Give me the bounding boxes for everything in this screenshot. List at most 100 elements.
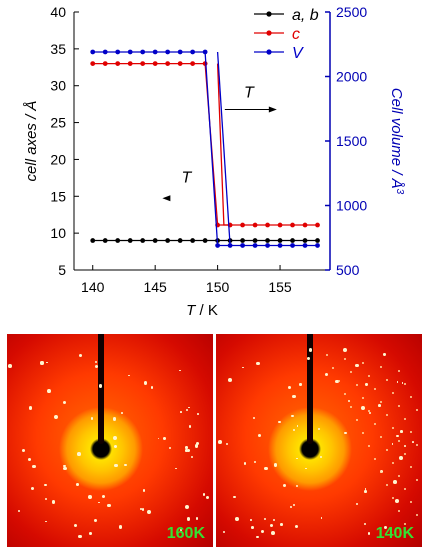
diffraction-spot — [185, 449, 188, 452]
data-point — [202, 238, 208, 243]
superlattice-spot — [404, 523, 406, 525]
data-point — [140, 61, 146, 66]
diffraction-spot — [222, 530, 225, 533]
data-point — [315, 222, 320, 228]
diffraction-spot — [225, 442, 229, 446]
diffraction-spot — [196, 413, 199, 416]
data-point — [265, 238, 270, 243]
superlattice-spot — [362, 397, 364, 399]
diffraction-spot — [334, 379, 339, 384]
y-left-tick-label: 35 — [50, 41, 66, 57]
diffraction-spot — [94, 360, 98, 363]
y-right-tick-label: 500 — [336, 262, 360, 278]
data-point — [115, 49, 121, 55]
data-point — [290, 222, 295, 228]
diffraction-spot — [263, 517, 267, 521]
diffraction-spot — [196, 517, 199, 520]
legend-swatch-marker — [266, 30, 272, 36]
diffraction-spot — [317, 427, 321, 431]
annotation-text: T — [181, 169, 192, 186]
diffraction-spot — [280, 522, 283, 526]
diffraction-spot — [218, 440, 222, 444]
diffraction-spot — [188, 406, 190, 409]
diffraction-spot — [163, 437, 166, 440]
diffraction-spot — [190, 456, 193, 459]
data-point — [240, 222, 245, 228]
y-left-tick-label: 5 — [58, 262, 66, 278]
annotation-arrowhead — [162, 195, 171, 202]
superlattice-spot — [362, 432, 364, 434]
data-point — [90, 238, 96, 243]
data-point — [152, 49, 158, 55]
superlattice-spot — [356, 419, 358, 421]
diffraction-spot — [185, 408, 188, 411]
y-right-tick-label: 1000 — [336, 198, 367, 214]
data-point — [90, 49, 96, 55]
diffraction-spot — [258, 433, 262, 437]
diffraction-spot — [206, 496, 210, 500]
diffraction-spot — [396, 381, 399, 383]
superlattice-spot — [350, 406, 352, 408]
superlattice-spot — [404, 383, 406, 385]
beam-stop — [307, 334, 313, 444]
diffraction-spot — [113, 445, 117, 449]
diffraction-spot — [401, 381, 404, 384]
superlattice-spot — [344, 358, 346, 360]
diffraction-spot — [295, 525, 299, 528]
diffraction-spot — [77, 452, 81, 456]
superlattice-spot — [356, 384, 358, 386]
diffraction-spot — [140, 508, 142, 511]
legend-label: V — [292, 45, 304, 62]
diffraction-spot — [272, 518, 276, 522]
superlattice-spot — [386, 379, 388, 381]
x-tick-label: 155 — [268, 279, 292, 295]
diffraction-spot — [309, 348, 313, 352]
superlattice-spot — [386, 449, 388, 451]
superlattice-spot — [368, 375, 370, 377]
diffraction-spot — [282, 483, 287, 488]
superlattice-spot — [416, 444, 418, 446]
superlattice-spot — [338, 380, 340, 382]
diffraction-spot — [31, 486, 35, 490]
diffraction-spot — [90, 417, 93, 420]
data-point — [165, 49, 171, 55]
diffraction-spot — [391, 443, 394, 445]
diffraction-spot — [263, 466, 268, 471]
diffraction-spot — [51, 500, 56, 504]
diffraction-spot — [124, 463, 127, 467]
diffraction-spot — [299, 383, 302, 386]
diffraction-spot — [273, 463, 278, 467]
superlattice-spot — [398, 370, 400, 372]
superlattice-spot — [374, 388, 376, 390]
superlattice-spot — [368, 410, 370, 412]
data-point — [127, 49, 133, 55]
diffraction-spot — [180, 411, 182, 413]
diffraction-spot — [112, 417, 117, 421]
legend-swatch-marker — [266, 49, 272, 55]
diffraction-spot — [44, 497, 48, 501]
legend: a, b cV — [254, 7, 319, 62]
y-left-tick-label: 25 — [50, 115, 66, 131]
diffraction-spot — [127, 374, 130, 377]
diffraction-spot — [95, 365, 99, 369]
diffraction-spot — [235, 516, 240, 521]
superlattice-spot — [404, 453, 406, 455]
diffraction-spot — [194, 444, 199, 448]
x-tick-label: 140 — [81, 279, 105, 295]
diffraction-spot — [78, 534, 82, 539]
diffraction-spot — [392, 479, 397, 484]
diffraction-spot — [400, 430, 404, 433]
diffraction-spot — [195, 441, 200, 446]
y-right-tick-label: 1500 — [336, 133, 367, 149]
diffraction-spot — [7, 363, 12, 368]
temperature-label-140k: 140K — [375, 525, 414, 542]
y-right-tick-label: 2500 — [336, 4, 367, 20]
diffraction-spot — [101, 494, 106, 499]
superlattice-spot — [392, 497, 394, 499]
data-point — [265, 243, 270, 248]
diffraction-image-160k: 160K — [7, 334, 213, 547]
series-layer — [90, 49, 320, 248]
temperature-label-160k: 160K — [166, 525, 205, 542]
diffraction-spot — [319, 455, 322, 458]
superlattice-spot — [410, 466, 412, 468]
